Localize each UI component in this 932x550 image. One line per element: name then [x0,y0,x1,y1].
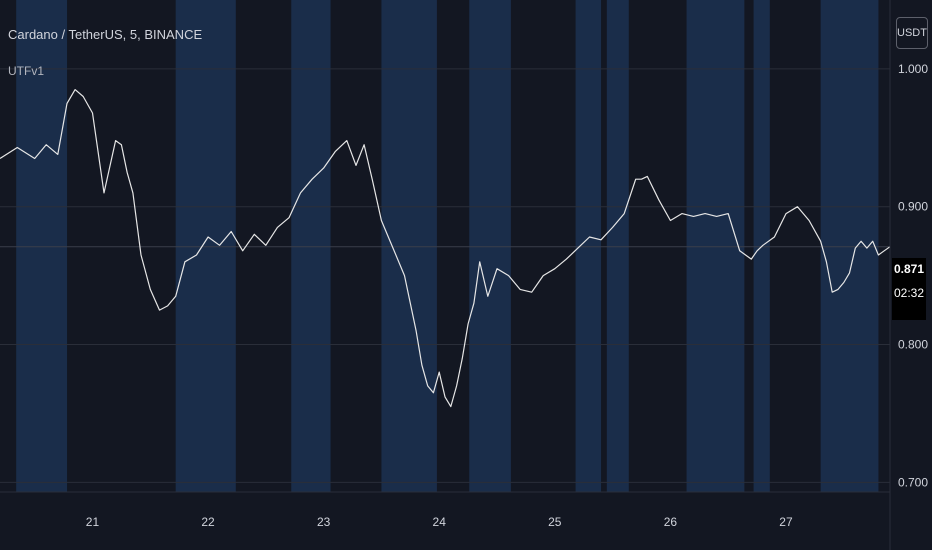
highlight-band [381,0,437,492]
highlight-band [291,0,331,492]
x-tick-label: 27 [779,515,793,529]
currency-button[interactable]: USDT [896,17,928,49]
last-price-tag: 0.871 02:32 [892,258,926,320]
x-tick-label: 23 [317,515,331,529]
indicator-label[interactable]: UTFv1 [8,64,44,78]
highlight-band [820,0,879,492]
y-tick-label: 0.700 [898,475,928,489]
x-tick-label: 24 [433,515,447,529]
price-series [0,89,891,408]
highlight-band [686,0,745,492]
x-tick-label: 21 [86,515,100,529]
bar-countdown: 02:32 [893,286,925,300]
highlight-bands [16,0,879,492]
grid-lines [0,68,890,483]
time-axis[interactable]: 21 22 23 24 25 26 27 [86,515,793,529]
currency-label: USDT [897,27,927,39]
highlight-band [469,0,511,492]
last-price-value: 0.871 [893,262,925,276]
symbol-title[interactable]: Cardano / TetherUS, 5, BINANCE [8,27,203,42]
price-axis[interactable]: 1.000 0.900 0.800 0.700 [898,62,928,489]
x-tick-label: 22 [201,515,215,529]
x-tick-label: 26 [664,515,678,529]
highlight-band [175,0,236,492]
y-tick-label: 1.000 [898,62,928,76]
x-tick-label: 25 [548,515,562,529]
y-tick-label: 0.800 [898,338,928,352]
y-tick-label: 0.900 [898,200,928,214]
series-line [0,89,891,408]
highlight-band [16,0,68,492]
highlight-band [606,0,629,492]
